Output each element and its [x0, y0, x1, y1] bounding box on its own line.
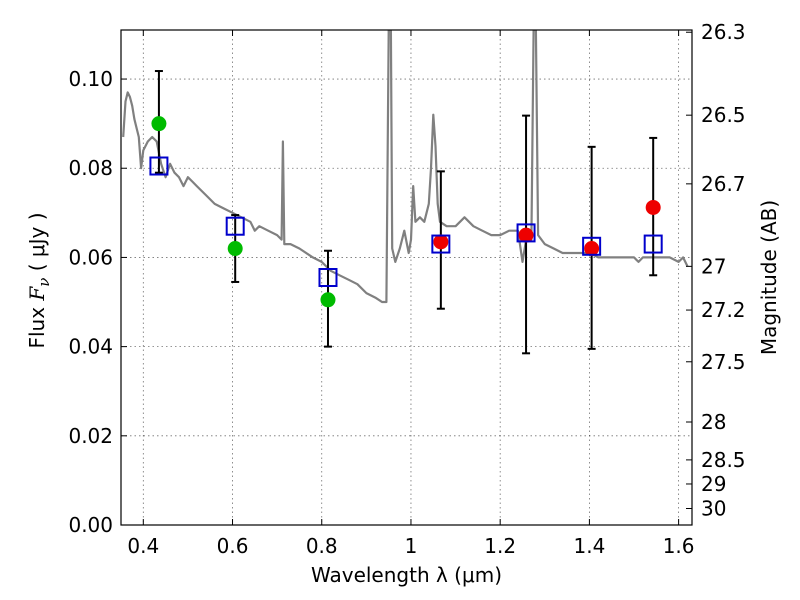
x-tick-label: 0.4 — [127, 534, 159, 558]
right-tick-label: 28.5 — [701, 448, 746, 472]
right-tick-label: 26.5 — [701, 103, 746, 127]
y-axis-label-prefix: Flux — [25, 301, 49, 349]
x-tick-label: 1.6 — [663, 534, 695, 558]
y-tick-label: 0.00 — [68, 513, 113, 537]
model-photometry-square — [582, 236, 602, 256]
plot-frame — [120, 29, 693, 526]
right-tick-label: 28 — [701, 410, 726, 434]
y-axis-label-symbol: F — [25, 286, 49, 302]
right-tick-label: 27.5 — [701, 350, 746, 374]
red-photometry-point — [518, 227, 534, 243]
model-photometry-square — [149, 156, 169, 176]
red-photometry-point — [584, 241, 600, 257]
model-photometry-square — [431, 234, 451, 254]
model-photometry-square — [516, 223, 536, 243]
axis-labels: Wavelength λ (μm) Flux Fν ( μJy ) Magnit… — [25, 200, 781, 587]
x-axis-label: Wavelength λ (μm) — [311, 563, 502, 587]
y-tick-label: 0.04 — [68, 335, 113, 359]
x-tick-label: 1 — [405, 534, 418, 558]
red-photometry-point — [645, 199, 661, 215]
right-tick-label: 29 — [701, 472, 726, 496]
green-photometry-point — [320, 292, 336, 308]
model-photometry-square — [318, 268, 338, 287]
grid-lines — [121, 30, 692, 526]
x-tick-label: 1.2 — [484, 534, 516, 558]
green-photometry-point — [151, 116, 167, 132]
red-photometry-point — [433, 234, 449, 250]
plot-area — [122, 30, 689, 355]
axis-ticks: 0.4 0.6 0.8 1 1.2 1.4 1.6 0.00 0.02 0.04 0.06 0.08 0… — [68, 20, 745, 558]
y-tick-label: 0.10 — [68, 67, 113, 91]
green-photometry-point — [227, 241, 243, 257]
x-tick-label: 0.8 — [306, 534, 338, 558]
y-tick-label: 0.08 — [68, 156, 113, 180]
right-tick-label: 26.3 — [701, 20, 746, 44]
right-tick-label: 30 — [701, 497, 726, 521]
right-tick-label: 27 — [701, 254, 726, 278]
model-photometry-square — [225, 216, 245, 236]
x-tick-label: 1.4 — [573, 534, 605, 558]
y-axis-label-suffix: ( μJy ) — [25, 212, 49, 277]
y-tick-label: 0.02 — [68, 424, 113, 448]
right-tick-label: 26.7 — [701, 172, 746, 196]
y-tick-label: 0.06 — [68, 245, 113, 269]
right-tick-label: 27.2 — [701, 298, 746, 322]
y-axis-label: Flux Fν ( μJy ) — [25, 212, 53, 348]
right-axis-label: Magnitude (AB) — [757, 200, 781, 355]
model-photometry-square — [643, 234, 663, 254]
x-tick-label: 0.6 — [217, 534, 249, 558]
y-axis-label-subscript: ν — [35, 278, 53, 287]
model-spectrum-line — [122, 30, 689, 304]
